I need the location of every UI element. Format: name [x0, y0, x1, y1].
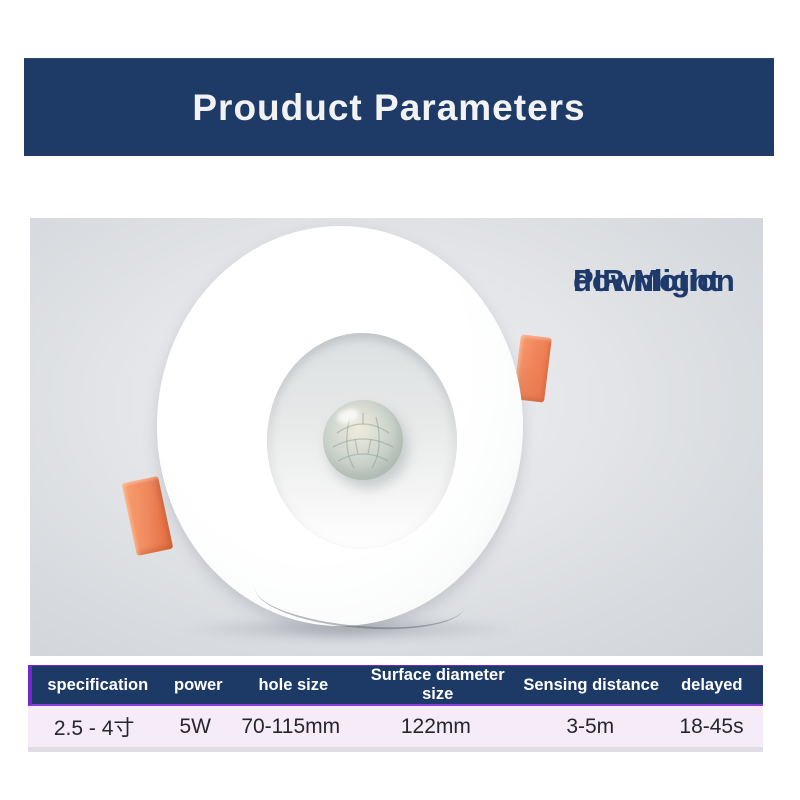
- column-header-surface-diameter-size: Surface diameter size: [370, 666, 505, 703]
- column-header-hole-size: hole size: [258, 675, 329, 694]
- cell-hole-size: 70-115mm: [241, 714, 341, 738]
- column-header-delayed: delayed: [681, 675, 743, 694]
- column-header-power: power: [174, 675, 223, 694]
- product-photo-panel: PIR Motion downlight: [30, 218, 763, 656]
- column-header-sensing-distance: Sensing distance: [523, 675, 660, 694]
- spec-table-header-row: specification power hole size Surface di…: [28, 665, 763, 706]
- cell-power: 5W: [179, 714, 211, 738]
- spec-table: specification power hole size Surface di…: [28, 665, 763, 752]
- cell-surface-diameter-size: 122mm: [400, 714, 471, 738]
- caption-line-2: downlight: [573, 263, 720, 298]
- table-bottom-strip: [28, 747, 763, 752]
- cell-sensing-distance: 3-5m: [566, 714, 615, 738]
- fresnel-facets: [332, 413, 394, 469]
- title-banner: Prouduct Parameters: [24, 58, 774, 156]
- pir-sensor-dome: [323, 400, 403, 480]
- cell-delayed: 18-45s: [679, 714, 744, 738]
- page-title: Prouduct Parameters: [192, 86, 586, 128]
- spec-table-data-row: 2.5 - 4寸 5W 70-115mm 122mm 3-5m 18-45s: [28, 706, 763, 747]
- caption-line-1: PIR Motion: [573, 263, 735, 298]
- column-header-specification: specification: [47, 675, 149, 694]
- cell-specification: 2.5 - 4寸: [53, 716, 135, 740]
